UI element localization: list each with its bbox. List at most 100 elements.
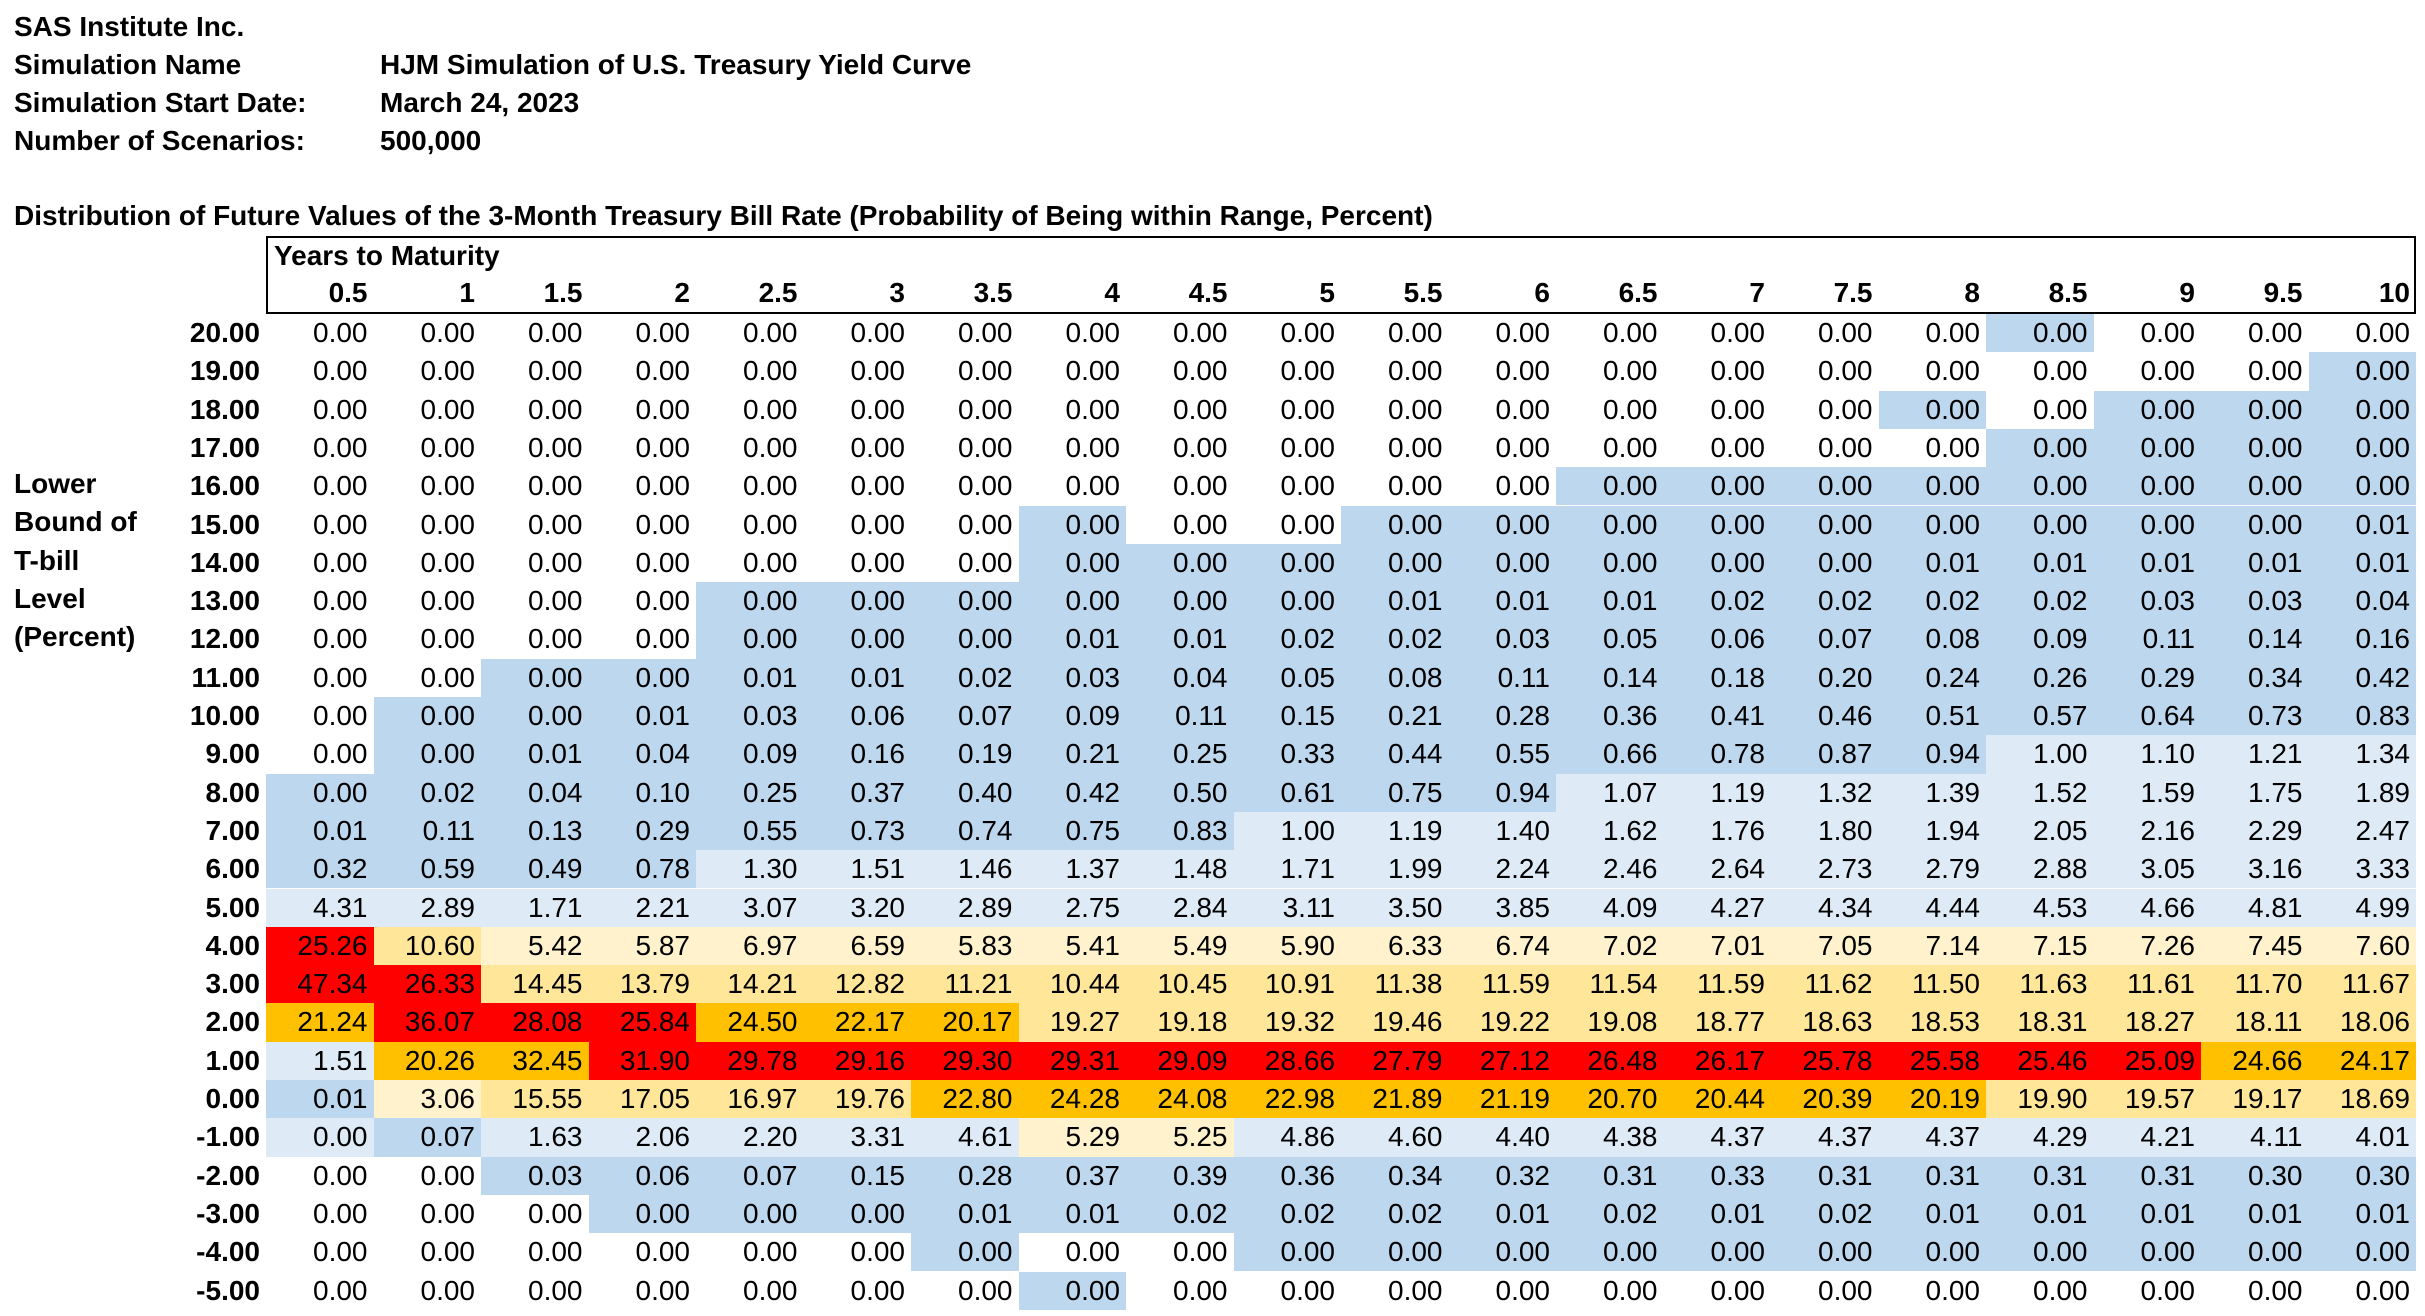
table-cell: 0.00 <box>1878 314 1986 353</box>
table-cell: 1.21 <box>2201 735 2309 774</box>
table-cell: 24.50 <box>696 1003 804 1042</box>
table-cell: 0.00 <box>803 352 911 391</box>
table-cell: 20.26 <box>373 1041 481 1080</box>
table-cell: 3.11 <box>1233 888 1341 927</box>
table-cell: 0.00 <box>1126 505 1234 544</box>
table-cell: 0.00 <box>1233 1271 1341 1310</box>
table-cell: 19.08 <box>1556 1003 1664 1042</box>
table-cell: 22.98 <box>1233 1080 1341 1119</box>
table-cell: 4.09 <box>1556 888 1664 927</box>
table-cell: 0.01 <box>1878 1194 1986 1234</box>
table-cell: 5.90 <box>1233 926 1341 966</box>
table-cell: 0.00 <box>2308 428 2416 468</box>
table-cell: 0.01 <box>2201 543 2309 583</box>
table-cell: 0.00 <box>1126 467 1234 506</box>
table-cell: 1.59 <box>2093 773 2201 812</box>
table-cell: 0.00 <box>1341 390 1449 429</box>
table-cell: 0.01 <box>588 697 696 736</box>
table-cell: 0.00 <box>2093 467 2201 506</box>
table-cell: 0.03 <box>2093 582 2201 621</box>
table-cell: 20.17 <box>911 1003 1019 1042</box>
table-cell: 0.00 <box>1556 428 1664 468</box>
table-cell: 0.00 <box>373 390 481 429</box>
row-label: -3.00 <box>196 1197 260 1229</box>
table-cell: 4.37 <box>1878 1118 1986 1157</box>
table-cell: 0.00 <box>373 697 481 736</box>
table-cell: 0.09 <box>1986 620 2094 659</box>
table-cell: 0.00 <box>911 543 1019 583</box>
scenarios-label: Number of Scenarios: <box>14 125 305 156</box>
table-cell: 3.85 <box>1448 888 1556 927</box>
table-cell: 0.00 <box>911 582 1019 621</box>
row-label: 20.00 <box>189 317 260 348</box>
table-cell: 0.00 <box>696 428 804 468</box>
table-cell: 0.00 <box>696 1194 804 1234</box>
table-cell: 0.01 <box>1341 582 1449 621</box>
row-label: 18.00 <box>189 393 260 425</box>
table-cell: 0.00 <box>266 1271 374 1310</box>
table-cell: 0.00 <box>911 390 1019 429</box>
table-cell: 2.21 <box>588 888 696 927</box>
table-cell: 0.00 <box>1233 390 1341 429</box>
table-cell: 0.00 <box>1233 1233 1341 1272</box>
table-cell: 7.14 <box>1878 926 1986 966</box>
table-cell: 0.00 <box>2093 505 2201 544</box>
table-cell: 19.17 <box>2201 1080 2309 1119</box>
table-cell: 6.33 <box>1341 926 1449 966</box>
table-cell: 0.39 <box>1126 1156 1234 1195</box>
table-cell: 0.00 <box>2093 428 2201 468</box>
table-cell: 0.34 <box>1341 1156 1449 1195</box>
table-cell: 0.31 <box>1556 1156 1664 1195</box>
table-cell: 4.34 <box>1771 888 1879 927</box>
column-group-label: Years to Maturity <box>274 240 500 271</box>
table-cell: 20.44 <box>1663 1080 1771 1119</box>
table-cell: 0.00 <box>588 1233 696 1272</box>
table-cell: 0.00 <box>1233 582 1341 621</box>
table-cell: 1.00 <box>1986 735 2094 774</box>
table-cell: 0.00 <box>1771 390 1879 429</box>
table-cell: 1.71 <box>481 888 589 927</box>
table-cell: 0.26 <box>1986 658 2094 697</box>
table-cell: 0.00 <box>911 1233 1019 1272</box>
table-cell: 0.00 <box>373 1271 481 1310</box>
table-cell: 5.41 <box>1018 926 1126 966</box>
table-cell: 0.00 <box>373 735 481 774</box>
table-cell: 0.00 <box>2308 1233 2416 1272</box>
table-cell: 0.02 <box>1556 1194 1664 1234</box>
table-cell: 0.75 <box>1341 773 1449 812</box>
table-cell: 25.84 <box>588 1003 696 1042</box>
table-cell: 0.00 <box>373 428 481 468</box>
table-cell: 0.00 <box>1233 543 1341 583</box>
table-cell: 29.78 <box>696 1041 804 1080</box>
table-cell: 0.00 <box>803 620 911 659</box>
table-cell: 0.03 <box>2201 582 2309 621</box>
table-cell: 5.87 <box>588 926 696 966</box>
table-cell: 0.05 <box>1233 658 1341 697</box>
table-cell: 10.45 <box>1126 965 1234 1004</box>
table-cell: 0.00 <box>911 314 1019 353</box>
company-name: SAS Institute Inc. <box>14 11 245 42</box>
table-cell: 0.25 <box>1126 735 1234 774</box>
table-cell: 3.31 <box>803 1118 911 1157</box>
table-cell: 2.20 <box>696 1118 804 1157</box>
table-cell: 4.29 <box>1986 1118 2094 1157</box>
table-cell: 0.00 <box>803 543 911 583</box>
table-cell: 0.00 <box>1663 314 1771 353</box>
table-cell: 0.83 <box>1126 811 1234 851</box>
table-cell: 0.02 <box>1771 582 1879 621</box>
table-cell: 0.00 <box>266 390 374 429</box>
table-cell: 0.02 <box>1341 620 1449 659</box>
table-cell: 0.00 <box>1556 543 1664 583</box>
table-cell: 0.01 <box>803 658 911 697</box>
table-cell: 0.00 <box>2093 1233 2201 1272</box>
table-cell: 0.04 <box>2308 582 2416 621</box>
table-cell: 0.10 <box>588 773 696 812</box>
table-cell: 0.00 <box>1556 1233 1664 1272</box>
table-cell: 0.00 <box>373 658 481 697</box>
table-cell: 4.38 <box>1556 1118 1664 1157</box>
table-cell: 0.21 <box>1018 735 1126 774</box>
table-cell: 0.00 <box>1771 1233 1879 1272</box>
table-cell: 0.00 <box>588 390 696 429</box>
table-cell: 2.88 <box>1986 850 2094 889</box>
table-cell: 0.00 <box>696 543 804 583</box>
